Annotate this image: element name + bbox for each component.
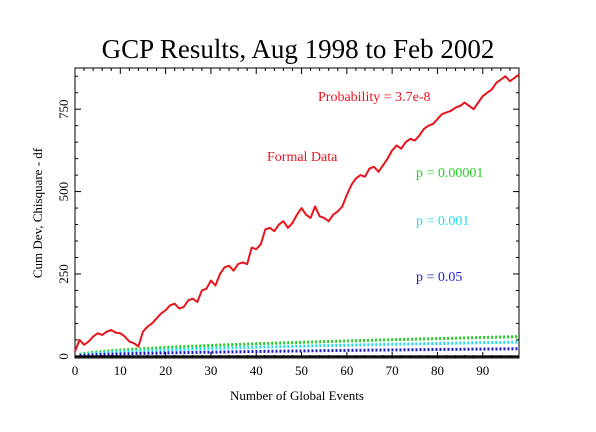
x-tick-label: 60 bbox=[340, 363, 353, 378]
x-tick-label: 10 bbox=[114, 363, 127, 378]
x-tick-label: 30 bbox=[204, 363, 217, 378]
x-tick-label: 0 bbox=[72, 363, 79, 378]
y-tick-label: 0 bbox=[56, 353, 71, 360]
y-tick-label: 500 bbox=[56, 182, 71, 202]
series-line-formal-data bbox=[74, 73, 520, 352]
annotation-formal-data: Formal Data bbox=[267, 150, 338, 165]
annotation-probability: Probability = 3.7e-8 bbox=[318, 90, 431, 105]
plot-frame bbox=[74, 67, 520, 359]
y-axis-label: Cum Dev, Chisquare - df bbox=[30, 147, 45, 278]
y-tick-label: 250 bbox=[56, 264, 71, 284]
series-line-p-0-05 bbox=[79, 347, 520, 358]
x-tick-label: 90 bbox=[476, 363, 489, 378]
series-group bbox=[74, 73, 520, 358]
annotation-p1: p = 0.00001 bbox=[416, 166, 483, 181]
series-line-p-0-00001 bbox=[79, 335, 520, 356]
series-line-p-0-001 bbox=[79, 340, 520, 357]
chart-title: GCP Results, Aug 1998 to Feb 2002 bbox=[102, 34, 495, 64]
x-tick-label: 50 bbox=[295, 363, 308, 378]
x-tick-label: 20 bbox=[159, 363, 172, 378]
x-tick-label: 40 bbox=[250, 363, 263, 378]
annotation-p3: p = 0.05 bbox=[416, 270, 462, 285]
annotation-p2: p = 0.001 bbox=[416, 214, 469, 229]
y-tick-label: 750 bbox=[56, 99, 71, 119]
x-axis-label: Number of Global Events bbox=[230, 388, 364, 403]
x-tick-label: 70 bbox=[386, 363, 399, 378]
x-tick-label: 80 bbox=[431, 363, 444, 378]
axis-ticks: 0 10 20 30 40 50 60 70 80 90 0 250 500 750 bbox=[56, 68, 520, 378]
